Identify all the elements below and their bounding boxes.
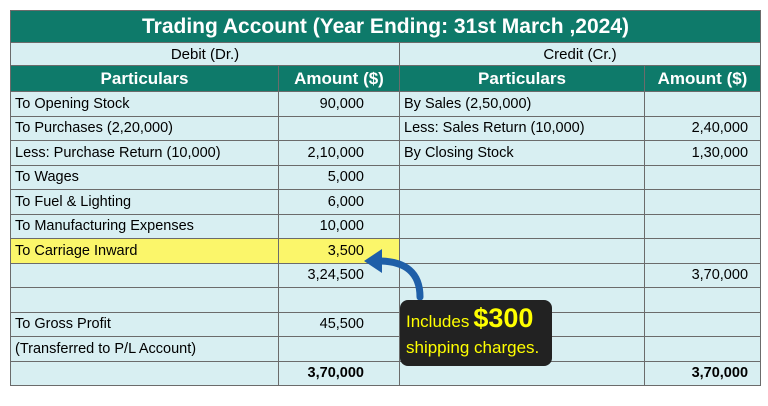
credit-amount (643, 164, 762, 190)
credit-particulars-header: Particulars (399, 65, 645, 92)
credit-particular: By Closing Stock (399, 140, 645, 166)
debit-particular: To Purchases (2,20,000) (10, 115, 279, 141)
debit-particular (10, 262, 279, 288)
credit-amount-header: Amount ($) (643, 65, 762, 92)
debit-amount: 5,000 (278, 164, 400, 190)
debit-amount: 6,000 (278, 189, 400, 215)
credit-amount (643, 287, 762, 313)
callout-suffix: shipping charges. (406, 338, 540, 357)
debit-particular: To Gross Profit (10, 311, 279, 337)
debit-particular (10, 360, 279, 386)
debit-amount: 90,000 (278, 91, 400, 117)
debit-amount (278, 287, 400, 313)
table-row: To Gross Profit 45,500 (10, 311, 762, 337)
credit-amount: 1,30,000 (643, 140, 762, 166)
credit-section-label: Credit (Cr.) (398, 42, 762, 66)
credit-particular (399, 238, 645, 264)
table-row: To Purchases (2,20,000) Less: Sales Retu… (10, 115, 762, 141)
table-row: Less: Purchase Return (10,000) 2,10,000 … (10, 140, 762, 166)
debit-particular: To Wages (10, 164, 279, 190)
table-row-total: 3,70,000 3,70,000 (10, 360, 762, 386)
debit-section-label: Debit (Dr.) (10, 42, 400, 66)
debit-total: 3,70,000 (278, 360, 400, 386)
credit-particular (399, 213, 645, 239)
debit-particular (10, 287, 279, 313)
credit-amount: 2,40,000 (643, 115, 762, 141)
debit-particular: To Manufacturing Expenses (10, 213, 279, 239)
credit-amount (643, 91, 762, 117)
credit-amount (643, 213, 762, 239)
credit-particular: By Sales (2,50,000) (399, 91, 645, 117)
callout-amount: $300 (473, 303, 534, 333)
credit-particular (399, 164, 645, 190)
debit-amount (278, 115, 400, 141)
callout-prefix: Includes (406, 312, 470, 331)
debit-particular: Less: Purchase Return (10,000) (10, 140, 279, 166)
table-row: To Manufacturing Expenses 10,000 (10, 213, 762, 239)
table-row-highlighted: To Carriage Inward 3,500 (10, 238, 762, 264)
debit-amount: 45,500 (278, 311, 400, 337)
debit-amount (278, 336, 400, 362)
credit-particular: Less: Sales Return (10,000) (399, 115, 645, 141)
debit-particular: To Fuel & Lighting (10, 189, 279, 215)
trading-account-table: Trading Account (Year Ending: 31st March… (9, 10, 762, 386)
debit-amount: 2,10,000 (278, 140, 400, 166)
callout-note: Includes $300 shipping charges. (400, 300, 552, 366)
debit-particular: (Transferred to P/L Account) (10, 336, 279, 362)
trading-account-sheet: Trading Account (Year Ending: 31st March… (9, 10, 762, 386)
table-row: (Transferred to P/L Account) (10, 336, 762, 362)
credit-total: 3,70,000 (643, 360, 762, 386)
credit-particular (399, 262, 645, 288)
debit-amount-header: Amount ($) (278, 65, 400, 92)
table-row: 3,24,500 3,70,000 (10, 262, 762, 288)
table-title: Trading Account (Year Ending: 31st March… (9, 10, 762, 43)
table-row: To Wages 5,000 (10, 164, 762, 190)
credit-amount (643, 311, 762, 337)
credit-subtotal: 3,70,000 (643, 262, 762, 288)
credit-particular (399, 189, 645, 215)
debit-particular-highlighted: To Carriage Inward (10, 238, 279, 264)
curved-arrow-icon (364, 249, 424, 301)
credit-amount (643, 189, 762, 215)
credit-amount (643, 336, 762, 362)
debit-particulars-header: Particulars (10, 65, 279, 92)
table-row: To Fuel & Lighting 6,000 (10, 189, 762, 215)
table-row: To Opening Stock 90,000 By Sales (2,50,0… (10, 91, 762, 117)
debit-particular: To Opening Stock (10, 91, 279, 117)
credit-amount (643, 238, 762, 264)
table-row (10, 287, 762, 313)
